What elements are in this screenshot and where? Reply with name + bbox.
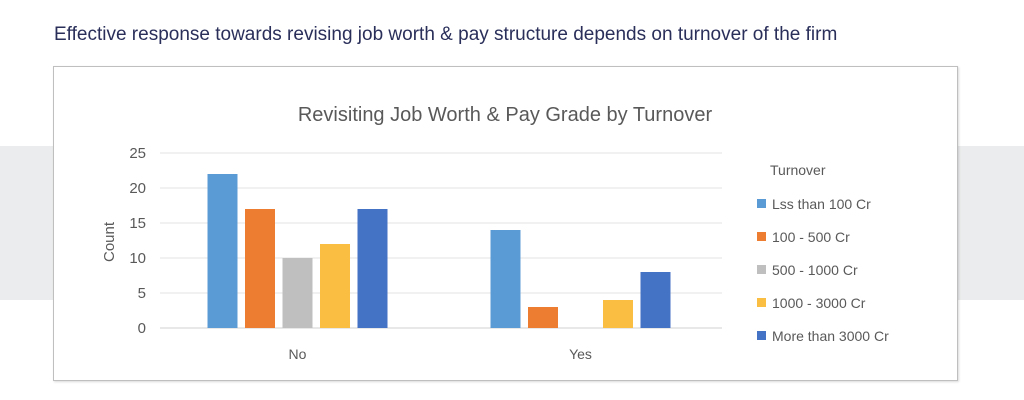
- y-tick-label: 5: [138, 285, 146, 302]
- legend-label: Lss than 100 Cr: [772, 196, 871, 212]
- bar-no-1: [245, 209, 275, 328]
- bar-yes-3: [603, 300, 633, 328]
- y-tick-label: 10: [129, 250, 146, 267]
- legend-swatch: [757, 265, 766, 274]
- bar-yes-4: [640, 272, 671, 328]
- y-tick-label: 0: [138, 320, 146, 337]
- legend-swatch: [757, 232, 766, 241]
- legend-label: 100 - 500 Cr: [772, 229, 850, 245]
- y-axis-label: Count: [101, 221, 118, 262]
- bar-no-3: [320, 244, 350, 328]
- y-tick-label: 15: [129, 215, 146, 232]
- legend-label: 1000 - 3000 Cr: [772, 295, 866, 311]
- y-tick-label: 20: [129, 180, 146, 197]
- legend-label: More than 3000 Cr: [772, 328, 889, 344]
- legend-swatch: [757, 331, 766, 340]
- bar-no-4: [357, 209, 388, 328]
- x-tick-label: Yes: [569, 346, 592, 362]
- bar-yes-0: [490, 230, 521, 328]
- y-tick-label: 25: [129, 145, 146, 162]
- bar-no-2: [282, 258, 313, 328]
- legend-swatch: [757, 199, 766, 208]
- bar-yes-1: [528, 307, 558, 328]
- x-tick-label: No: [289, 346, 307, 362]
- page-heading: Effective response towards revising job …: [54, 24, 838, 45]
- legend-swatch: [757, 298, 766, 307]
- bar-no-0: [207, 174, 238, 328]
- legend-label: 500 - 1000 Cr: [772, 262, 858, 278]
- chart-title: Revisiting Job Worth & Pay Grade by Turn…: [298, 104, 713, 126]
- legend-title: Turnover: [770, 162, 826, 178]
